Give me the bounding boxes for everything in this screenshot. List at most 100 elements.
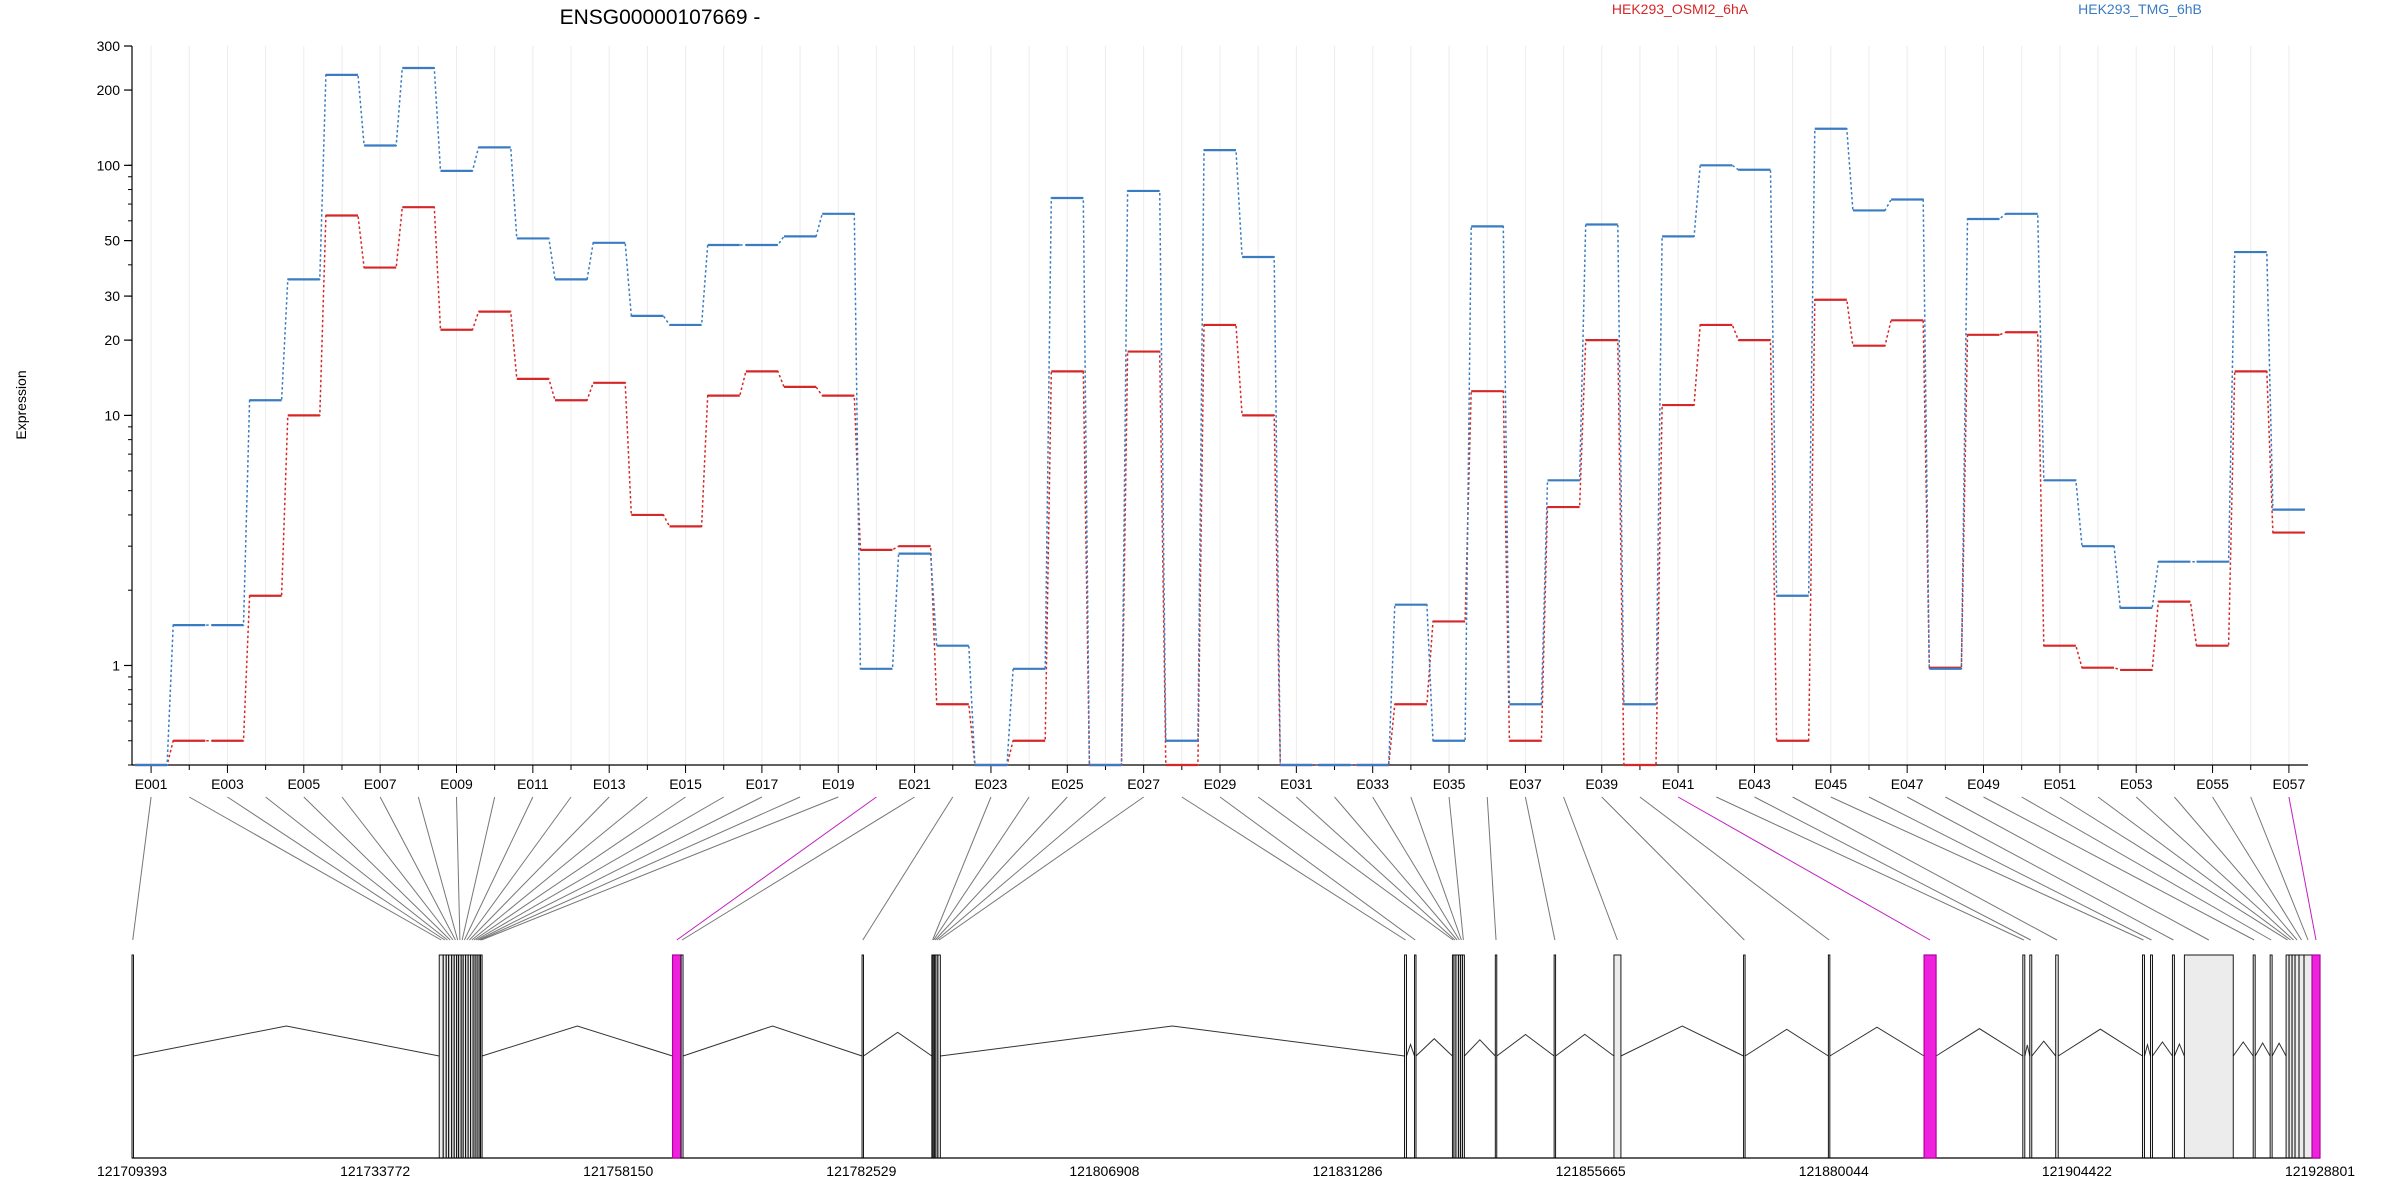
connector-line: [1792, 796, 2058, 941]
intron-line: [682, 1025, 863, 1057]
y-tick-label: 100: [97, 157, 121, 173]
y-tick-label: 200: [97, 82, 121, 98]
coordinate-label: 121928801: [2285, 1163, 2355, 1179]
intron-line: [2057, 1028, 2143, 1057]
x-tick-label: E035: [1433, 776, 1466, 792]
connector-line: [227, 796, 445, 941]
connector-line: [455, 796, 461, 941]
y-tick-label: 20: [104, 332, 120, 348]
x-tick-label: E007: [364, 776, 397, 792]
x-tick-label: E049: [1967, 776, 2000, 792]
connector-line: [1945, 796, 2210, 941]
exon-E027: [937, 954, 941, 1159]
exon-E045: [2142, 954, 2145, 1159]
connector-line: [862, 796, 954, 941]
x-tick-label: E057: [2273, 776, 2306, 792]
exon-E035: [1461, 954, 1465, 1159]
connector-line: [132, 796, 152, 941]
coordinate-label: 121904422: [2042, 1163, 2112, 1179]
connector-line: [303, 796, 451, 941]
y-axis: 300 200 100 50 30 20 10 1: [97, 38, 133, 766]
connector-line: [1181, 796, 1406, 941]
connector-line: [265, 796, 448, 941]
y-tick-label: 300: [97, 38, 121, 54]
x-tick-label: E027: [1127, 776, 1160, 792]
intron-line: [1744, 1028, 1829, 1057]
connector-line: [2097, 796, 2291, 941]
series-lines: [135, 66, 2305, 767]
connector-line: [1639, 796, 1830, 941]
connector-line: [1830, 796, 2144, 941]
connector-line: [1486, 796, 1497, 941]
intron-line: [133, 1025, 440, 1057]
exon-E046: [2150, 954, 2153, 1159]
x-tick-label: E033: [1356, 776, 1389, 792]
legend-entry-2: HEK293_TMG_6hB: [2078, 1, 2202, 17]
intron-line: [1406, 1042, 1415, 1057]
exon-E002: [438, 954, 444, 1159]
intron-line: [1464, 1039, 1496, 1057]
x-tick-label: E017: [746, 776, 779, 792]
connector-line: [1983, 796, 2255, 941]
x-tick-label: E021: [898, 776, 931, 792]
intron-line: [1555, 1033, 1615, 1057]
intron-line: [1829, 1026, 1925, 1057]
connector-line: [934, 796, 1068, 941]
connector-line: [2212, 796, 2302, 941]
intron-line: [1935, 1028, 2024, 1057]
exon-E050: [2269, 954, 2273, 1159]
exon-E037: [1553, 954, 1557, 1159]
y-tick-label: 1: [112, 657, 120, 673]
connector-line: [2288, 796, 2317, 941]
connector-line: [936, 796, 1106, 941]
grid-lines: [150, 46, 2290, 765]
exon-E022: [861, 954, 864, 1159]
connector-line: [1716, 796, 2025, 941]
connector-line: [1334, 796, 1458, 941]
x-tick-label: E039: [1585, 776, 1618, 792]
connector-line: [417, 796, 459, 941]
x-tick-label: E041: [1662, 776, 1695, 792]
x-tick-label: E055: [2196, 776, 2229, 792]
x-tick-label: E043: [1738, 776, 1771, 792]
connector-line: [1563, 796, 1618, 941]
connector-line: [189, 796, 442, 941]
exon-E044: [2055, 954, 2059, 1159]
intron-line: [1415, 1038, 1453, 1057]
connector-line: [1257, 796, 1454, 941]
x-tick-label: E045: [1814, 776, 1847, 792]
connector-line: [1677, 796, 1931, 941]
exon-E049: [2252, 954, 2256, 1159]
connector-line: [1524, 796, 1556, 941]
coordinate-label: 121880044: [1799, 1163, 1869, 1179]
exon-E036: [1494, 954, 1498, 1159]
exon-E048: [2183, 954, 2234, 1159]
exon-E047: [2171, 954, 2175, 1159]
chart-title: ENSG00000107669 -: [560, 6, 761, 29]
exon-E056: [2303, 954, 2313, 1159]
x-tick-label: E013: [593, 776, 626, 792]
intron-line: [2143, 1042, 2151, 1057]
connector-line: [461, 796, 496, 941]
x-tick-label: E037: [1509, 776, 1542, 792]
x-tick-label: E009: [440, 776, 473, 792]
gene-model: 121709393 121733772 121758150 121782529 1218…: [97, 954, 2355, 1179]
intron-line: [2271, 1042, 2287, 1057]
coordinate-label: 121758150: [583, 1163, 653, 1179]
connector-line: [471, 796, 648, 941]
intron-line: [2173, 1042, 2185, 1057]
connector-line: [463, 796, 534, 941]
x-tick-label: E005: [287, 776, 320, 792]
x-tick-label: E053: [2120, 776, 2153, 792]
x-tick-label: E029: [1204, 776, 1237, 792]
intron-line: [2232, 1041, 2254, 1057]
legend-entry-1: HEK293_OSMI2_6hA: [1612, 1, 1749, 17]
exon-E041: [1923, 954, 1937, 1159]
connector-line: [2059, 796, 2288, 941]
connector-line: [2135, 796, 2294, 941]
x-tick-label: E003: [211, 776, 244, 792]
x-tick-label: E025: [1051, 776, 1084, 792]
coordinate-label: 121831286: [1313, 1163, 1383, 1179]
exon-E019: [480, 954, 483, 1159]
intron-line: [2152, 1041, 2173, 1057]
